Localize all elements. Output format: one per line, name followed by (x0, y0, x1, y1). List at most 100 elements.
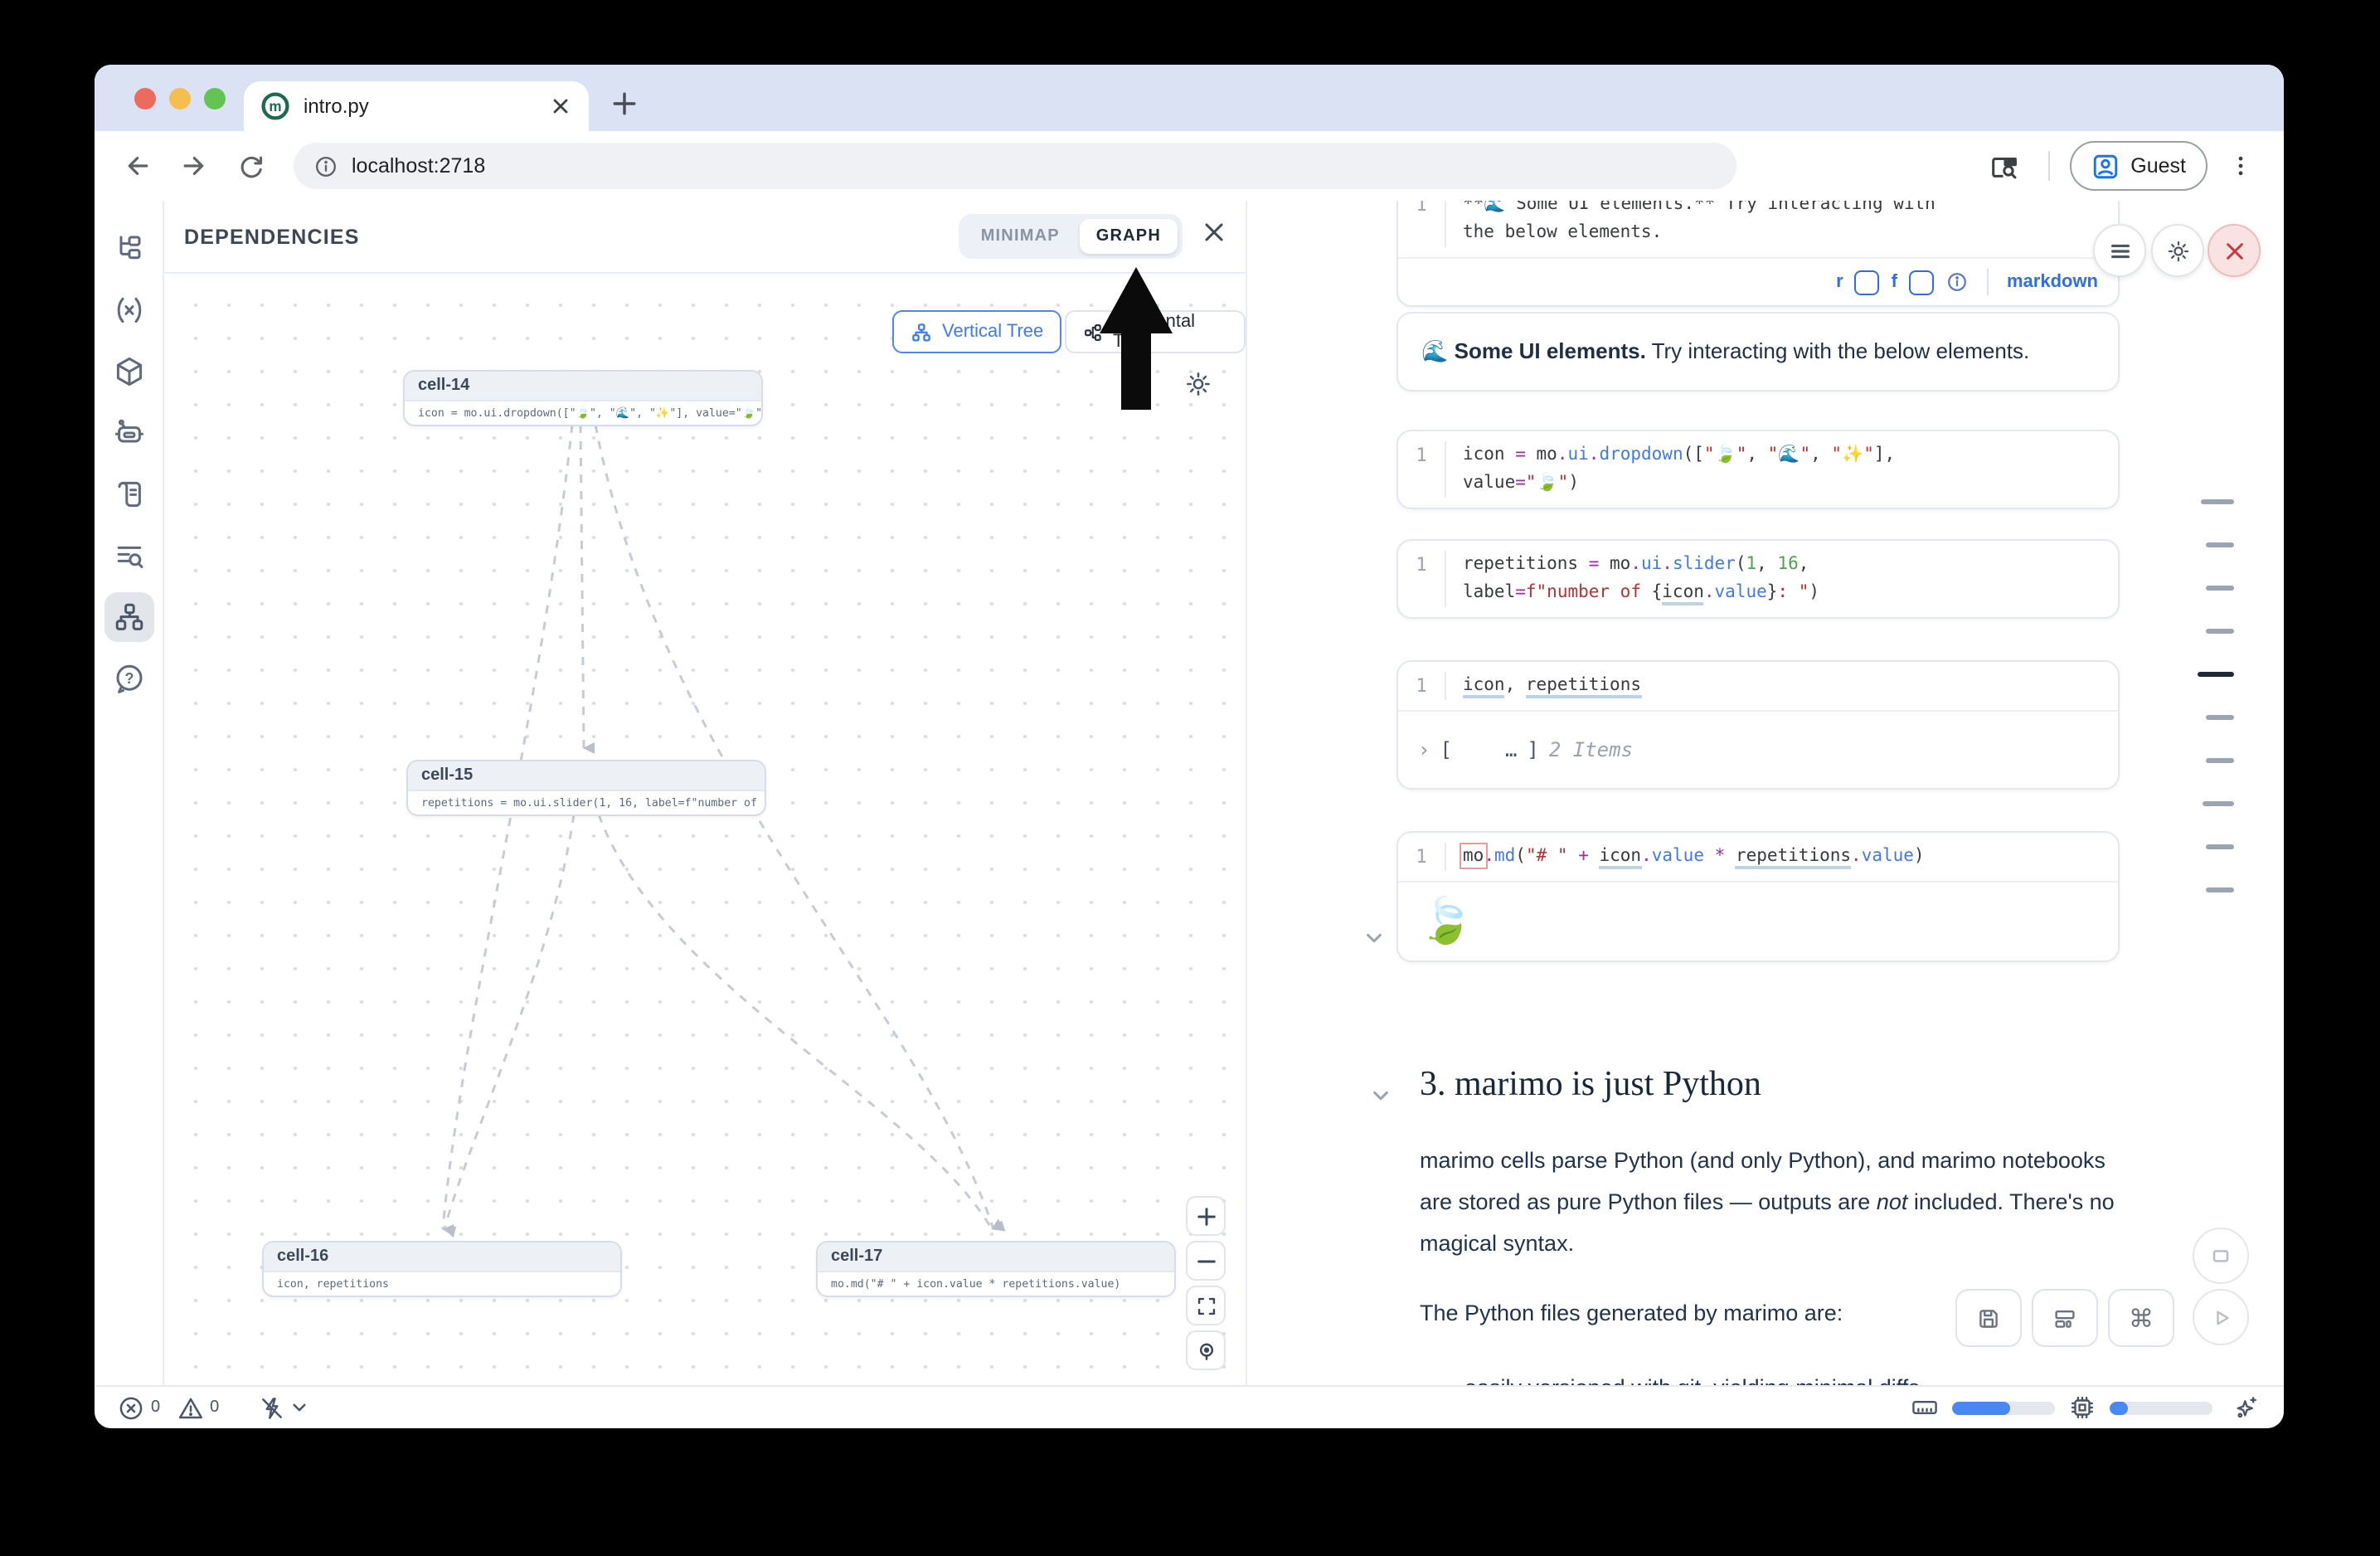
vertical-tree-button[interactable]: Vertical Tree (892, 310, 1062, 353)
tuple-output[interactable]: › [ … ] 2 Items (1418, 738, 1634, 761)
formatter-toggle[interactable] (259, 1394, 308, 1421)
sidebar-item-scratchpad[interactable] (104, 469, 153, 519)
tuple-code-cell[interactable]: 1 icon, repetitions › [ … ] 2 Items (1396, 660, 2120, 790)
tab-minimap[interactable]: MINIMAP (980, 227, 1060, 246)
shutdown-x-icon (2226, 242, 2242, 259)
warnings-icon[interactable] (177, 1394, 203, 1421)
reload-icon[interactable] (227, 143, 274, 189)
items-count: 2 Items (1548, 738, 1634, 761)
browser-toolbar: localhost:2718 Guest (95, 131, 2284, 201)
node-code: icon = mo.ui.dropdown(["🍃", "🌊", "✨"], v… (418, 406, 761, 420)
shutdown-button[interactable] (2208, 224, 2261, 277)
graph-node-cell-17[interactable]: cell-17 mo.md("# " + icon.value * repeti… (816, 1241, 1176, 1297)
minimap-cell-marker[interactable] (2206, 629, 2234, 633)
back-icon[interactable] (114, 143, 161, 189)
graph-canvas[interactable]: cell-14 icon = mo.ui.dropdown(["🍃", "🌊",… (164, 274, 1246, 1385)
ai-sparkle-icon[interactable] (2232, 1393, 2261, 1422)
marimo-favicon: m (261, 92, 289, 120)
target-icon (1198, 1342, 1213, 1359)
sidebar-item-ai-assistant[interactable] (104, 408, 153, 458)
minimap-cell-marker[interactable] (2203, 801, 2234, 805)
collapse-output-chevron-icon[interactable] (1363, 927, 1385, 949)
zoom-window-button[interactable] (204, 88, 226, 109)
minimap-cell-marker[interactable] (2206, 758, 2234, 762)
sidebar-item-help[interactable]: ? (104, 654, 153, 703)
layout-toggle-button[interactable] (2032, 1289, 2098, 1347)
slider-code-cell[interactable]: 1 repetitions = mo.ui.slider(1, 16, label… (1396, 539, 2120, 619)
minimize-window-button[interactable] (169, 88, 191, 109)
sidebar-item-outline-search[interactable] (104, 531, 153, 581)
kebab-menu-icon[interactable] (2217, 143, 2264, 189)
graph-settings-gear-icon[interactable] (1184, 370, 1212, 406)
play-icon (2216, 1310, 2228, 1325)
md-expression-cell[interactable]: 1 mo.md("# " + icon.value * repetitions.… (1396, 831, 2120, 962)
save-button[interactable] (1955, 1289, 2022, 1347)
run-all-button[interactable] (2193, 1289, 2249, 1345)
command-palette-button[interactable]: ⌘ (2108, 1289, 2174, 1347)
line-number: 1 (1398, 201, 1446, 247)
clipped-text-line: easily versioned with git, yielding mini… (1464, 1367, 2161, 1385)
ram-icon[interactable] (1911, 1393, 1939, 1422)
fit-view-button[interactable] (1186, 1286, 1226, 1325)
markdown-source-cell[interactable]: 1 **🌊 Some UI elements.** Try interactin… (1396, 201, 2120, 307)
cell-code[interactable]: repetitions = mo.ui.slider(1, 16, label=f… (1446, 551, 1836, 607)
minimap-cell-marker-active[interactable] (2198, 672, 2234, 676)
site-info-icon[interactable] (313, 153, 338, 178)
r-checkbox[interactable] (1854, 270, 1880, 294)
sidebar-item-file-explorer[interactable] (104, 224, 153, 274)
sidebar-item-packages[interactable] (104, 347, 153, 396)
cell-code[interactable]: **🌊 Some UI elements.** Try interacting … (1463, 201, 1936, 242)
graph-icon (114, 603, 143, 630)
url-bar[interactable]: localhost:2718 (294, 143, 1736, 189)
line-number: 1 (1398, 843, 1446, 871)
new-tab-icon[interactable] (612, 91, 637, 116)
locate-node-button[interactable] (1186, 1330, 1226, 1370)
cell-code[interactable]: icon, repetitions (1446, 672, 1658, 700)
leaf-emoji-output: 🍃 (1418, 896, 1474, 946)
panel-close-icon[interactable] (1202, 221, 1226, 252)
horizontal-tree-icon (1085, 323, 1101, 340)
url-text: localhost:2718 (352, 154, 486, 177)
dropdown-code-cell[interactable]: 1 icon = mo.ui.dropdown(["🍃", "🌊", "✨"],… (1396, 430, 2120, 509)
left-icon-rail: ? (95, 201, 164, 1385)
robot-icon (114, 419, 143, 443)
tab-close-icon[interactable] (549, 95, 572, 118)
profile-icon (2093, 153, 2117, 178)
minimap-cell-marker[interactable] (2206, 542, 2234, 547)
window-controls (134, 88, 226, 109)
close-window-button[interactable] (134, 88, 156, 109)
sidebar-item-dependency-graph[interactable] (104, 592, 153, 642)
expand-chevron[interactable]: › (1418, 738, 1430, 761)
cpu-icon[interactable] (2068, 1393, 2096, 1422)
notebook-menu-button[interactable] (2093, 224, 2146, 277)
errors-icon[interactable] (118, 1394, 144, 1421)
cell-code[interactable]: icon = mo.ui.dropdown(["🍃", "🌊", "✨"], va… (1463, 445, 1896, 493)
zoom-in-button[interactable] (1186, 1196, 1226, 1236)
formatter-off-icon (262, 1397, 283, 1418)
info-icon[interactable] (1945, 270, 1969, 294)
minimap-cell-marker[interactable] (2206, 715, 2234, 719)
minimap-cell-marker[interactable] (2206, 887, 2234, 892)
minimap-cell-marker[interactable] (2206, 586, 2234, 590)
zoom-out-button[interactable] (1186, 1241, 1226, 1281)
graph-node-cell-16[interactable]: cell-16 icon, repetitions (262, 1241, 622, 1297)
scroll-icon (117, 481, 140, 508)
language-mode-label[interactable]: markdown (2006, 272, 2098, 292)
browser-tabbar: m intro.py (95, 65, 2284, 131)
graph-node-cell-14[interactable]: cell-14 icon = mo.ui.dropdown(["🍃", "🌊",… (403, 370, 763, 426)
notebook-settings-button[interactable] (2151, 224, 2204, 277)
app-content: ? DEPENDENCIES MINIMAP GRAPH (95, 201, 2284, 1385)
search-tabs-icon[interactable] (1981, 143, 2028, 189)
f-checkbox[interactable] (1908, 270, 1934, 294)
cell-code[interactable]: mo.md("# " + icon.value * repetitions.va… (1446, 843, 1941, 871)
scratchpad-button[interactable] (2193, 1228, 2249, 1284)
forward-icon[interactable] (171, 143, 217, 189)
guest-profile-button[interactable]: Guest (2069, 141, 2208, 191)
sidebar-item-variables[interactable] (104, 285, 153, 335)
tab-graph[interactable]: GRAPH (1079, 219, 1178, 254)
minimap-cell-marker[interactable] (2206, 844, 2234, 849)
graph-node-cell-15[interactable]: cell-15 repetitions = mo.ui.slider(1, 16… (406, 760, 766, 816)
browser-tab[interactable]: m intro.py (244, 81, 589, 131)
minimap-cell-marker[interactable] (2201, 499, 2234, 503)
collapse-section-chevron-icon[interactable] (1370, 1085, 1392, 1106)
